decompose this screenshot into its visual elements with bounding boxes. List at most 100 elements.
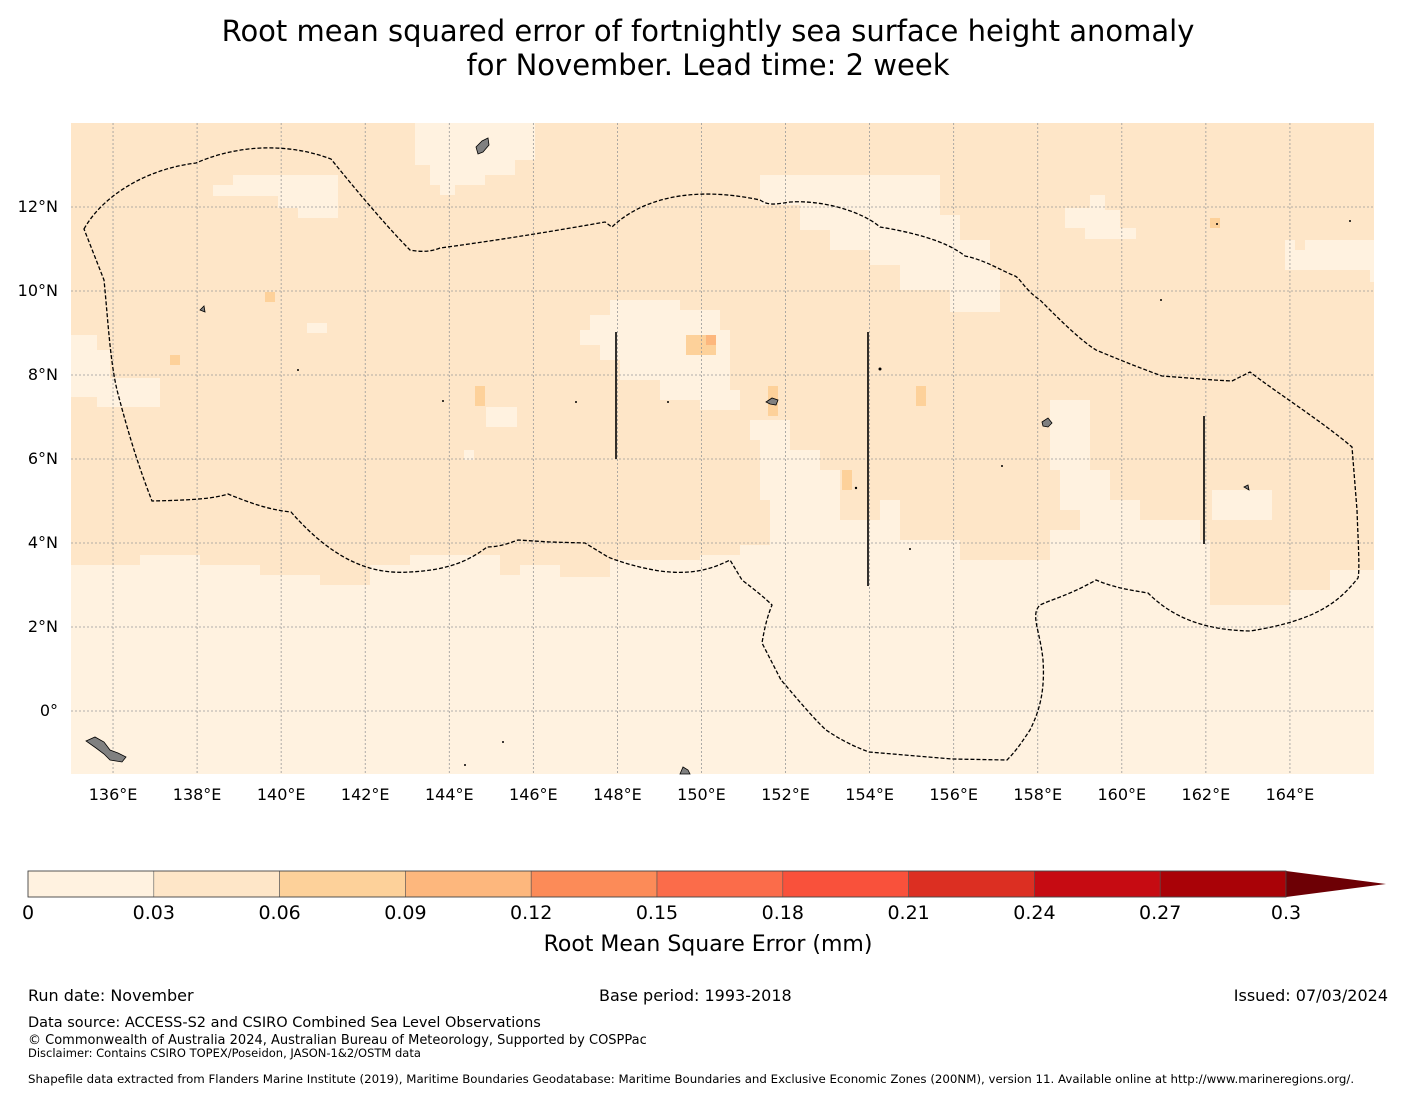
southern-low-error-region: [71, 400, 1374, 774]
disclaimer: Disclaimer: Contains CSIRO TOPEX/Poseido…: [28, 1046, 421, 1060]
colorbar-tick-label: 0.12: [510, 902, 553, 924]
colorbar-tick-label: 0.06: [258, 902, 301, 924]
islet: [1216, 223, 1218, 225]
islet: [575, 401, 577, 403]
shapefile-credit: Shapefile data extracted from Flanders M…: [28, 1072, 1355, 1086]
colorbar-segment: [279, 870, 406, 898]
colorbar-tick-label: 0: [21, 902, 35, 924]
islet: [909, 548, 911, 550]
tiny-islets: [297, 220, 1351, 766]
north-low-error-strip: [415, 123, 535, 195]
islands: [85, 137, 1250, 775]
colorbar-segment: [1159, 870, 1287, 898]
small-low-error-patch: [464, 450, 474, 460]
colorbar-segment: [656, 870, 784, 898]
islet: [1349, 220, 1351, 222]
islet: [1001, 465, 1003, 467]
islet: [667, 401, 669, 403]
longitude-label: 144°E: [424, 785, 474, 804]
island-kosrae: [1243, 484, 1250, 491]
title-line-2: for November. Lead time: 2 week: [466, 48, 950, 82]
island-png-north: [85, 736, 127, 763]
small-low-error-patch: [486, 407, 517, 427]
colorbar-tick-label: 0.15: [635, 902, 679, 924]
island-chuuk: [765, 397, 779, 406]
map-title: Root mean squared error of fortnightly s…: [0, 14, 1416, 82]
colorbar-segment: [1034, 870, 1161, 898]
island-pohnpei: [1041, 417, 1053, 428]
issued-date: Issued: 07/03/2024: [1233, 986, 1388, 1005]
longitude-label: 152°E: [761, 785, 810, 804]
islet: [464, 764, 466, 766]
map-gridlines: [71, 123, 1374, 774]
longitude-label: 164°E: [1265, 785, 1315, 804]
islet: [442, 400, 444, 402]
base-period: Base period: 1993-2018: [599, 986, 792, 1005]
run-date: Run date: November: [28, 986, 194, 1005]
latitude-label: 12°N: [17, 197, 58, 216]
northern-low-error-band: [760, 175, 1000, 312]
latitude-label: 10°N: [17, 281, 58, 300]
colorbar-outline: [27, 870, 1287, 898]
islet: [1160, 299, 1162, 301]
colorbar-segment: [405, 870, 532, 898]
error-spot: [265, 292, 275, 302]
colorbar-segment: [530, 870, 658, 898]
small-low-error-patch: [307, 323, 327, 333]
west-edge-low-error-patch: [71, 335, 160, 407]
small-low-error-patch: [1212, 490, 1272, 520]
colorbar-segment: [782, 870, 909, 898]
island-guam: [475, 137, 490, 155]
island-yap: [199, 305, 206, 313]
east-low-error-patch: [1065, 195, 1136, 239]
colorbar-tick-label: 0.3: [1270, 902, 1302, 924]
track-lines: [615, 332, 1205, 586]
colorbar-label: Root Mean Square Error (mm): [543, 932, 873, 957]
colorbar-tick-label: 0.03: [132, 902, 175, 924]
latitude-label: 6°N: [27, 449, 58, 468]
low-error-regions: [71, 123, 1374, 774]
latitude-label: 8°N: [27, 365, 58, 384]
longitude-label: 136°E: [88, 785, 138, 804]
islet: [297, 369, 299, 371]
longitude-label: 154°E: [845, 785, 894, 804]
error-spot: [706, 335, 716, 345]
latitude-label: 2°N: [27, 617, 58, 636]
longitude-label: 138°E: [172, 785, 222, 804]
longitude-label: 148°E: [593, 785, 642, 804]
colorbar-tick-label: 0.24: [1013, 902, 1056, 924]
latitude-label: 0°: [39, 701, 58, 720]
longitude-label: 150°E: [677, 785, 726, 804]
error-spot: [170, 355, 180, 365]
colorbar-tick-label: 0.09: [384, 902, 427, 924]
northwest-low-error-patch: [213, 175, 338, 218]
error-spot: [842, 470, 852, 490]
longitude-label: 142°E: [340, 785, 390, 804]
colorbar-segments: [27, 870, 1287, 898]
colorbar-tick-label: 0.18: [761, 902, 804, 924]
error-spot: [1210, 218, 1220, 228]
error-spot: [916, 386, 926, 406]
longitude-label: 146°E: [509, 785, 558, 804]
northeast-low-error-patch: [1285, 240, 1374, 282]
longitude-label: 156°E: [929, 785, 978, 804]
central-low-error-patch: [580, 300, 740, 410]
colorbar: [27, 870, 1386, 898]
colorbar-segment: [27, 870, 155, 898]
colorbar-segment: [908, 870, 1035, 898]
latitude-label: 4°N: [27, 533, 58, 552]
longitude-label: 160°E: [1097, 785, 1147, 804]
longitude-label: 162°E: [1181, 785, 1231, 804]
rmse-map: [71, 123, 1374, 775]
colorbar-extension-arrow: [1286, 871, 1386, 897]
islet: [878, 367, 882, 371]
colorbar-tick-label: 0.27: [1139, 902, 1182, 924]
islet: [502, 741, 504, 743]
copyright: © Commonwealth of Australia 2024, Austra…: [28, 1033, 647, 1048]
island-south-small: [679, 766, 691, 775]
title-line-1: Root mean squared error of fortnightly s…: [221, 14, 1195, 48]
error-spot: [475, 386, 485, 406]
longitude-label: 140°E: [256, 785, 306, 804]
colorbar-tick-label: 0.21: [887, 902, 930, 924]
islet: [854, 486, 858, 490]
